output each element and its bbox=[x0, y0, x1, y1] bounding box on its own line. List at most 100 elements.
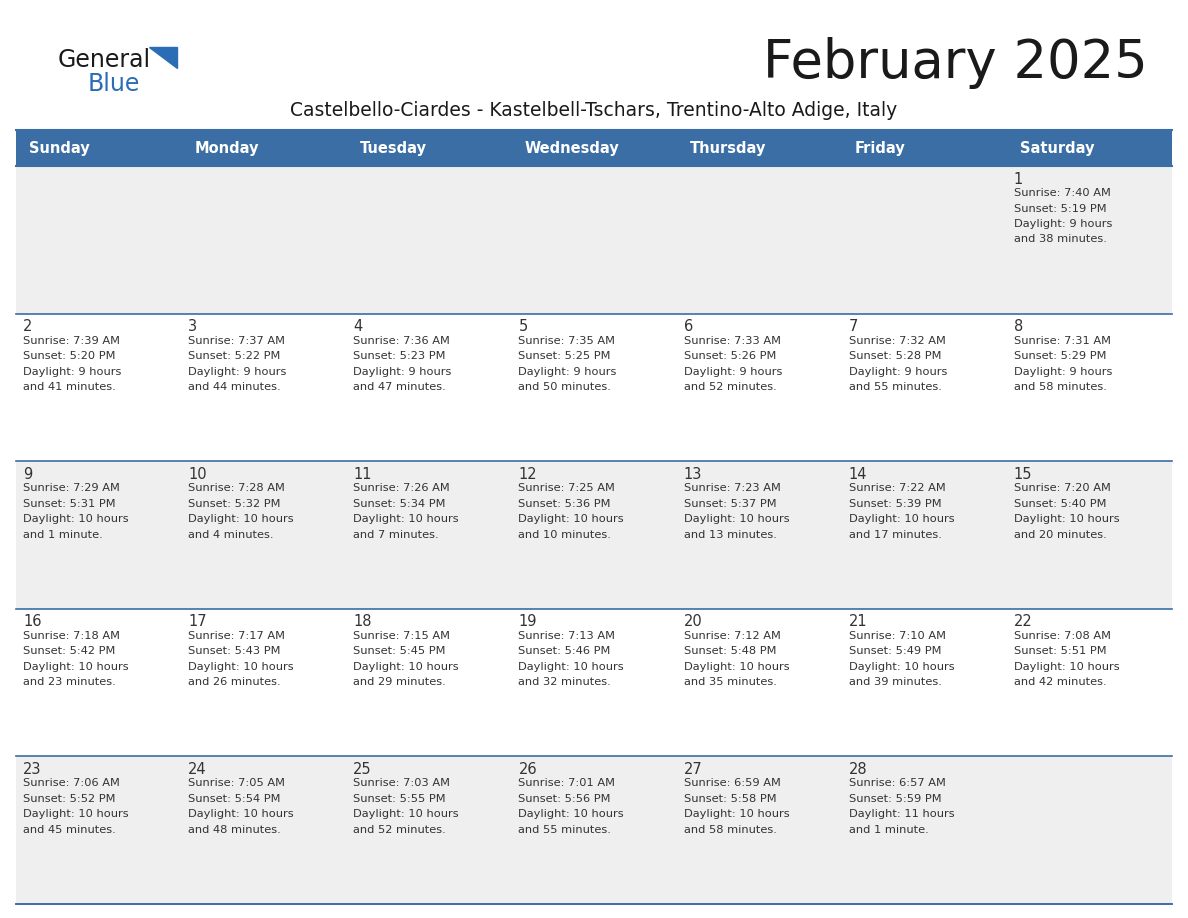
Text: Sunset: 5:20 PM: Sunset: 5:20 PM bbox=[23, 351, 115, 361]
Text: Daylight: 9 hours: Daylight: 9 hours bbox=[1013, 366, 1112, 376]
Bar bbox=[15, 314, 1173, 461]
Text: Sunrise: 7:26 AM: Sunrise: 7:26 AM bbox=[353, 483, 450, 493]
Text: Sunset: 5:46 PM: Sunset: 5:46 PM bbox=[518, 646, 611, 656]
Text: 22: 22 bbox=[1013, 614, 1032, 630]
Text: 27: 27 bbox=[683, 762, 702, 777]
Text: and 35 minutes.: and 35 minutes. bbox=[683, 677, 777, 688]
Text: Sunrise: 7:18 AM: Sunrise: 7:18 AM bbox=[23, 631, 120, 641]
Text: General: General bbox=[58, 48, 151, 72]
Text: Daylight: 9 hours: Daylight: 9 hours bbox=[188, 366, 286, 376]
Text: 2: 2 bbox=[23, 319, 32, 334]
Text: Sunrise: 7:33 AM: Sunrise: 7:33 AM bbox=[683, 336, 781, 345]
Text: Sunset: 5:22 PM: Sunset: 5:22 PM bbox=[188, 351, 280, 361]
Text: Sunrise: 6:57 AM: Sunrise: 6:57 AM bbox=[848, 778, 946, 789]
Bar bbox=[15, 609, 1173, 756]
Text: Sunrise: 7:32 AM: Sunrise: 7:32 AM bbox=[848, 336, 946, 345]
Text: Daylight: 10 hours: Daylight: 10 hours bbox=[683, 514, 789, 524]
Text: Sunset: 5:25 PM: Sunset: 5:25 PM bbox=[518, 351, 611, 361]
Text: Sunrise: 7:17 AM: Sunrise: 7:17 AM bbox=[188, 631, 285, 641]
Text: 25: 25 bbox=[353, 762, 372, 777]
Text: and 29 minutes.: and 29 minutes. bbox=[353, 677, 446, 688]
Text: Sunset: 5:37 PM: Sunset: 5:37 PM bbox=[683, 498, 776, 509]
Text: and 55 minutes.: and 55 minutes. bbox=[518, 825, 612, 834]
Text: and 42 minutes.: and 42 minutes. bbox=[1013, 677, 1106, 688]
Text: 14: 14 bbox=[848, 466, 867, 482]
Text: Sunset: 5:28 PM: Sunset: 5:28 PM bbox=[848, 351, 941, 361]
Text: and 26 minutes.: and 26 minutes. bbox=[188, 677, 280, 688]
Text: Sunset: 5:23 PM: Sunset: 5:23 PM bbox=[353, 351, 446, 361]
Text: February 2025: February 2025 bbox=[763, 37, 1148, 89]
Text: Daylight: 9 hours: Daylight: 9 hours bbox=[683, 366, 782, 376]
Text: Blue: Blue bbox=[88, 72, 140, 96]
Text: Daylight: 10 hours: Daylight: 10 hours bbox=[1013, 662, 1119, 672]
Text: Sunset: 5:43 PM: Sunset: 5:43 PM bbox=[188, 646, 280, 656]
Text: 20: 20 bbox=[683, 614, 702, 630]
Text: 12: 12 bbox=[518, 466, 537, 482]
Bar bbox=[15, 166, 1173, 314]
Text: and 4 minutes.: and 4 minutes. bbox=[188, 530, 273, 540]
Text: 21: 21 bbox=[848, 614, 867, 630]
Text: and 41 minutes.: and 41 minutes. bbox=[23, 382, 115, 392]
Text: and 39 minutes.: and 39 minutes. bbox=[848, 677, 942, 688]
Text: Wednesday: Wednesday bbox=[525, 140, 619, 155]
Bar bbox=[15, 130, 1173, 166]
Text: Sunrise: 7:29 AM: Sunrise: 7:29 AM bbox=[23, 483, 120, 493]
Text: Sunrise: 7:05 AM: Sunrise: 7:05 AM bbox=[188, 778, 285, 789]
Text: Sunset: 5:45 PM: Sunset: 5:45 PM bbox=[353, 646, 446, 656]
Text: 18: 18 bbox=[353, 614, 372, 630]
Text: Daylight: 10 hours: Daylight: 10 hours bbox=[683, 810, 789, 820]
Text: 16: 16 bbox=[23, 614, 42, 630]
Text: Daylight: 10 hours: Daylight: 10 hours bbox=[353, 514, 459, 524]
Text: and 58 minutes.: and 58 minutes. bbox=[1013, 382, 1107, 392]
Bar bbox=[15, 756, 1173, 904]
Text: Castelbello-Ciardes - Kastelbell-Tschars, Trentino-Alto Adige, Italy: Castelbello-Ciardes - Kastelbell-Tschars… bbox=[290, 100, 898, 119]
Text: 3: 3 bbox=[188, 319, 197, 334]
Text: Daylight: 10 hours: Daylight: 10 hours bbox=[683, 662, 789, 672]
Text: Sunrise: 7:12 AM: Sunrise: 7:12 AM bbox=[683, 631, 781, 641]
Text: Tuesday: Tuesday bbox=[360, 140, 426, 155]
Text: Sunrise: 7:10 AM: Sunrise: 7:10 AM bbox=[848, 631, 946, 641]
Text: Daylight: 10 hours: Daylight: 10 hours bbox=[518, 514, 624, 524]
Text: Daylight: 10 hours: Daylight: 10 hours bbox=[23, 514, 128, 524]
Text: and 58 minutes.: and 58 minutes. bbox=[683, 825, 777, 834]
Text: Daylight: 10 hours: Daylight: 10 hours bbox=[1013, 514, 1119, 524]
Text: and 50 minutes.: and 50 minutes. bbox=[518, 382, 612, 392]
Text: Sunset: 5:42 PM: Sunset: 5:42 PM bbox=[23, 646, 115, 656]
Text: Sunrise: 7:23 AM: Sunrise: 7:23 AM bbox=[683, 483, 781, 493]
Text: Sunset: 5:31 PM: Sunset: 5:31 PM bbox=[23, 498, 115, 509]
Text: and 44 minutes.: and 44 minutes. bbox=[188, 382, 280, 392]
Text: Monday: Monday bbox=[195, 140, 259, 155]
Text: Sunrise: 7:20 AM: Sunrise: 7:20 AM bbox=[1013, 483, 1111, 493]
Text: 9: 9 bbox=[23, 466, 32, 482]
Text: Sunset: 5:36 PM: Sunset: 5:36 PM bbox=[518, 498, 611, 509]
Text: Sunrise: 7:03 AM: Sunrise: 7:03 AM bbox=[353, 778, 450, 789]
Text: and 1 minute.: and 1 minute. bbox=[23, 530, 102, 540]
Text: Sunset: 5:54 PM: Sunset: 5:54 PM bbox=[188, 794, 280, 804]
Text: Sunset: 5:52 PM: Sunset: 5:52 PM bbox=[23, 794, 115, 804]
Text: Sunset: 5:49 PM: Sunset: 5:49 PM bbox=[848, 646, 941, 656]
Text: 17: 17 bbox=[188, 614, 207, 630]
Text: Daylight: 10 hours: Daylight: 10 hours bbox=[518, 810, 624, 820]
Text: Thursday: Thursday bbox=[690, 140, 766, 155]
Text: Sunrise: 7:01 AM: Sunrise: 7:01 AM bbox=[518, 778, 615, 789]
Text: 15: 15 bbox=[1013, 466, 1032, 482]
Text: and 7 minutes.: and 7 minutes. bbox=[353, 530, 438, 540]
Text: Sunset: 5:51 PM: Sunset: 5:51 PM bbox=[1013, 646, 1106, 656]
Text: 11: 11 bbox=[353, 466, 372, 482]
Text: Daylight: 10 hours: Daylight: 10 hours bbox=[188, 514, 293, 524]
Text: Daylight: 10 hours: Daylight: 10 hours bbox=[188, 662, 293, 672]
Text: Sunrise: 6:59 AM: Sunrise: 6:59 AM bbox=[683, 778, 781, 789]
Text: Daylight: 10 hours: Daylight: 10 hours bbox=[518, 662, 624, 672]
Text: Daylight: 10 hours: Daylight: 10 hours bbox=[848, 662, 954, 672]
Text: Sunset: 5:32 PM: Sunset: 5:32 PM bbox=[188, 498, 280, 509]
Text: and 23 minutes.: and 23 minutes. bbox=[23, 677, 115, 688]
Text: and 17 minutes.: and 17 minutes. bbox=[848, 530, 942, 540]
Text: Sunset: 5:39 PM: Sunset: 5:39 PM bbox=[848, 498, 941, 509]
Text: 23: 23 bbox=[23, 762, 42, 777]
Text: Sunrise: 7:35 AM: Sunrise: 7:35 AM bbox=[518, 336, 615, 345]
Text: Sunrise: 7:40 AM: Sunrise: 7:40 AM bbox=[1013, 188, 1111, 198]
Text: 6: 6 bbox=[683, 319, 693, 334]
Text: and 48 minutes.: and 48 minutes. bbox=[188, 825, 280, 834]
Text: 13: 13 bbox=[683, 466, 702, 482]
Text: Sunset: 5:48 PM: Sunset: 5:48 PM bbox=[683, 646, 776, 656]
